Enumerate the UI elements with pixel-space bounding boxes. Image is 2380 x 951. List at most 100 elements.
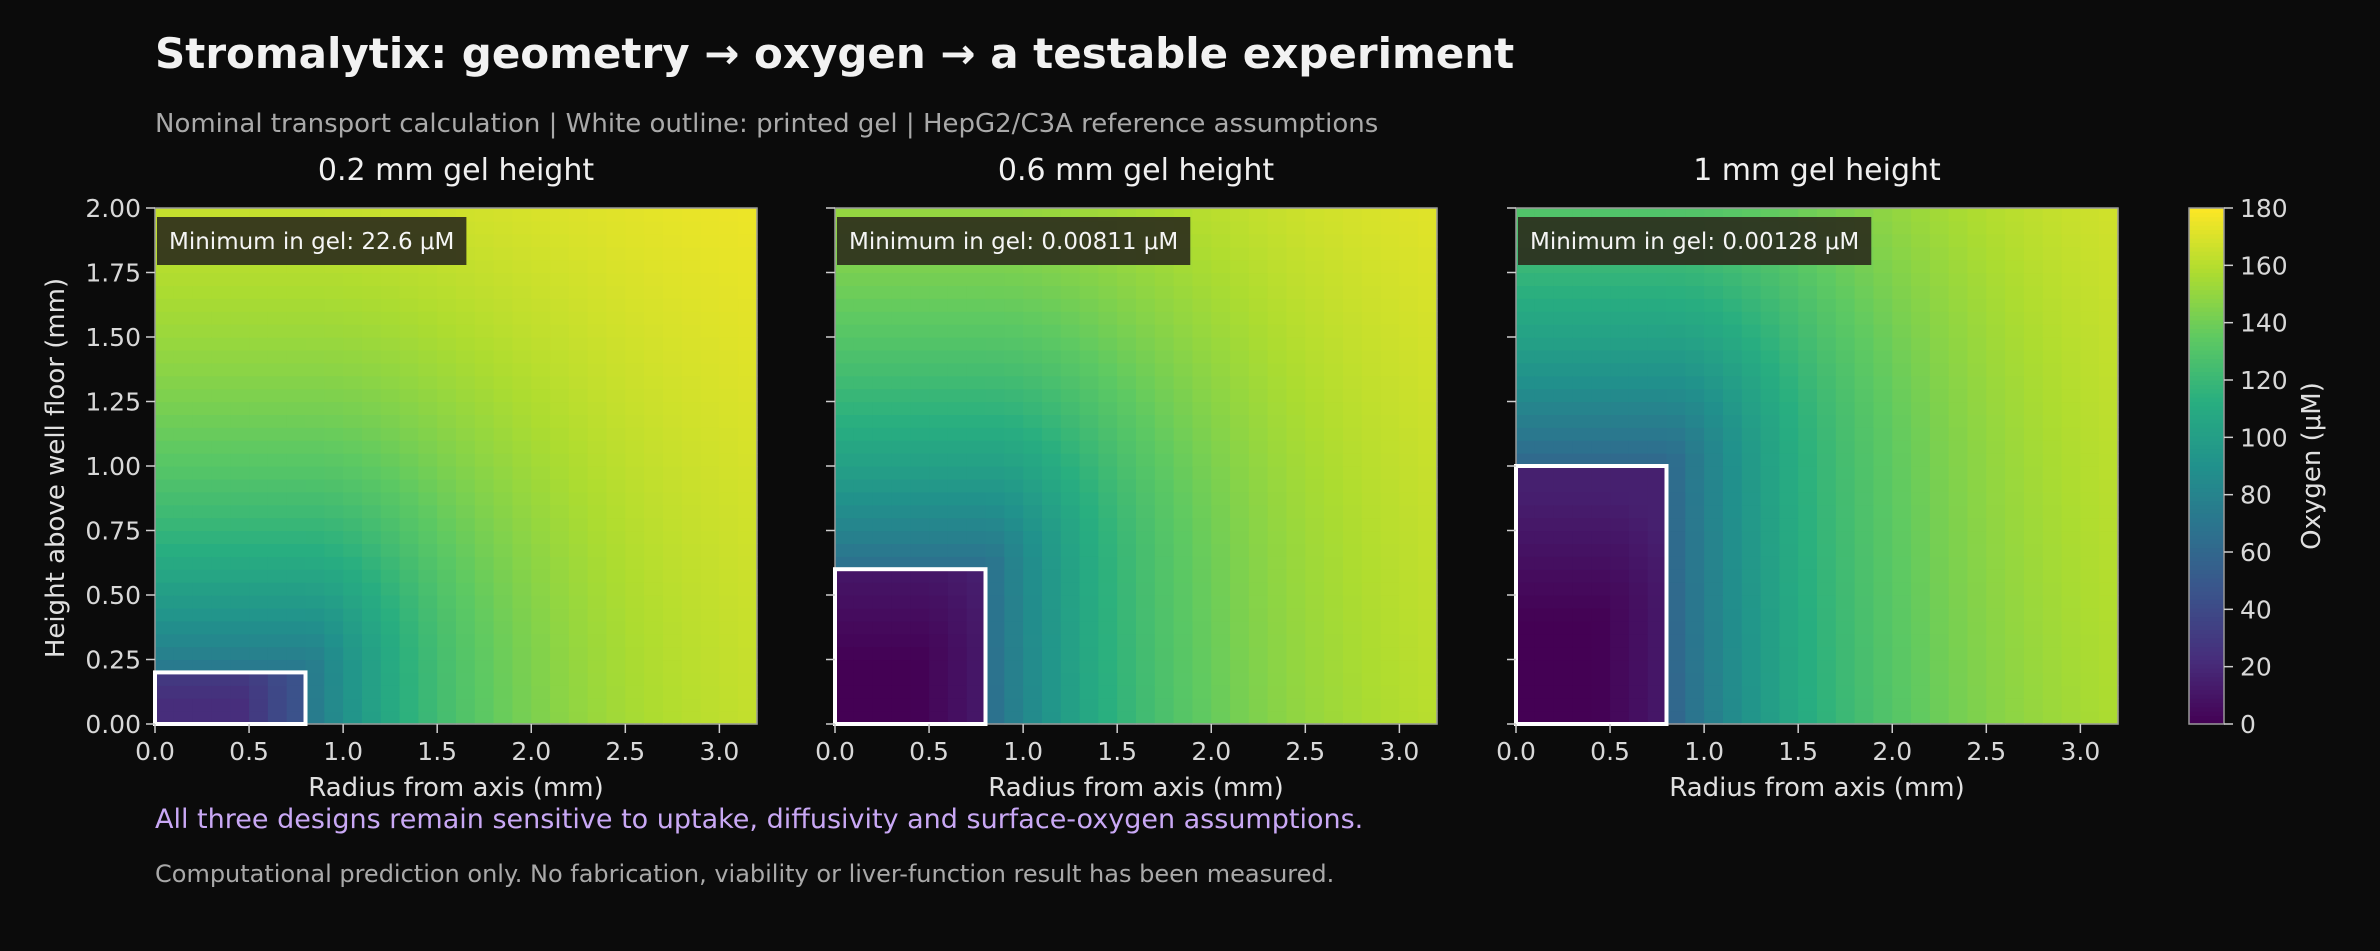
heatmap-cell	[910, 659, 930, 673]
colorbar-swatch	[2189, 453, 2224, 458]
heatmap-cell	[550, 672, 570, 686]
heatmap-cell	[512, 659, 532, 673]
heatmap-cell	[1004, 427, 1024, 441]
heatmap-cell	[2023, 285, 2044, 299]
heatmap-cell	[1741, 375, 1762, 390]
heatmap-cell	[1418, 672, 1438, 686]
heatmap-cell	[493, 427, 514, 441]
heatmap-cell	[1553, 543, 1574, 557]
heatmap-cell	[1948, 349, 1969, 364]
heatmap-cell	[1154, 324, 1175, 338]
colorbar-swatch	[2189, 620, 2224, 626]
heatmap-cell	[286, 556, 307, 570]
heatmap-cell	[1004, 349, 1024, 364]
heatmap-cell	[1873, 582, 1893, 596]
heatmap-cell	[1399, 401, 1419, 415]
heatmap-cell	[437, 595, 457, 609]
heatmap-cell	[1192, 298, 1212, 312]
heatmap-cell	[1173, 453, 1194, 467]
heatmap-cell	[891, 311, 911, 325]
heatmap-cell	[1873, 569, 1893, 583]
heatmap-cell	[1685, 711, 1705, 725]
heatmap-cell	[1305, 685, 1325, 699]
heatmap-cell	[1305, 620, 1325, 635]
heatmap-cell	[1572, 659, 1592, 673]
heatmap-cell	[324, 440, 344, 454]
heatmap-cell	[662, 685, 683, 699]
heatmap-cell	[1380, 375, 1400, 390]
heatmap-cell	[1929, 569, 1950, 583]
heatmap-cell	[1060, 453, 1081, 467]
heatmap-cell	[1230, 504, 1250, 519]
heatmap-cell	[1079, 362, 1099, 377]
heatmap-cell	[267, 569, 288, 583]
heatmap-cell	[1098, 530, 1118, 544]
heatmap-cell	[700, 646, 720, 661]
heatmap-cell	[1324, 349, 1344, 364]
heatmap-cell	[512, 685, 532, 699]
heatmap-cell	[1060, 646, 1081, 661]
heatmap-cell	[1628, 530, 1649, 544]
heatmap-cell	[587, 478, 608, 493]
heatmap-cell	[512, 259, 532, 274]
heatmap-cell	[324, 349, 344, 364]
heatmap-cell	[1591, 478, 1611, 493]
heatmap-cell	[1023, 375, 1043, 390]
heatmap-cell	[1230, 698, 1250, 712]
heatmap-cell	[2005, 672, 2025, 686]
heatmap-cell	[1553, 685, 1574, 699]
colorbar-swatch	[2189, 693, 2224, 699]
heatmap-cell	[1835, 427, 1856, 441]
heatmap-cell	[1079, 543, 1099, 557]
heatmap-cell	[1098, 672, 1118, 686]
heatmap-cell	[380, 414, 401, 428]
colorbar-swatch	[2189, 392, 2224, 398]
heatmap-cell	[1248, 646, 1269, 661]
heatmap-cell	[474, 337, 495, 351]
heatmap-cell	[966, 569, 987, 583]
heatmap-cell	[286, 582, 307, 596]
heatmap-cell	[853, 285, 874, 299]
heatmap-cell	[550, 607, 570, 622]
heatmap-cell	[1286, 569, 1306, 583]
colorbar-swatch	[2189, 526, 2224, 532]
heatmap-cell	[192, 620, 213, 635]
heatmap-cell	[1760, 478, 1780, 493]
annotation-text: Minimum in gel: 0.00128 μM	[1530, 229, 1859, 255]
heatmap-cell	[474, 595, 495, 609]
heatmap-cell	[910, 620, 930, 635]
heatmap-cell	[1798, 337, 1818, 351]
heatmap-cell	[418, 517, 438, 532]
heatmap-cell	[531, 582, 551, 596]
heatmap-cell	[343, 504, 363, 519]
colorbar-swatch	[2189, 233, 2224, 239]
heatmap-cell	[587, 414, 608, 428]
heatmap-cell	[1305, 259, 1325, 274]
heatmap-cell	[1817, 711, 1837, 725]
heatmap-cell	[1817, 517, 1837, 532]
heatmap-cell	[1267, 453, 1288, 467]
heatmap-cell	[662, 478, 683, 493]
heatmap-cell	[361, 491, 382, 506]
heatmap-cell	[1798, 388, 1818, 403]
heatmap-cell	[1173, 414, 1194, 428]
heatmap-cell	[286, 272, 307, 286]
heatmap-cell	[1779, 440, 1799, 454]
heatmap-cell	[1911, 711, 1931, 725]
heatmap-cell	[662, 711, 683, 725]
heatmap-cell	[230, 595, 250, 609]
heatmap-cell	[947, 543, 968, 557]
heatmap-cell	[437, 349, 457, 364]
heatmap-cell	[1892, 595, 1912, 609]
heatmap-cell	[966, 659, 987, 673]
heatmap-cell	[1647, 440, 1668, 454]
heatmap-cell	[1779, 517, 1799, 532]
heatmap-cell	[1986, 543, 2006, 557]
heatmap-cell	[1685, 685, 1705, 699]
heatmap-cell	[1211, 607, 1231, 622]
heatmap-cell	[192, 698, 213, 712]
heatmap-cell	[891, 324, 911, 338]
heatmap-cell	[361, 582, 382, 596]
heatmap-cell	[437, 543, 457, 557]
heatmap-cell	[1948, 208, 1969, 222]
